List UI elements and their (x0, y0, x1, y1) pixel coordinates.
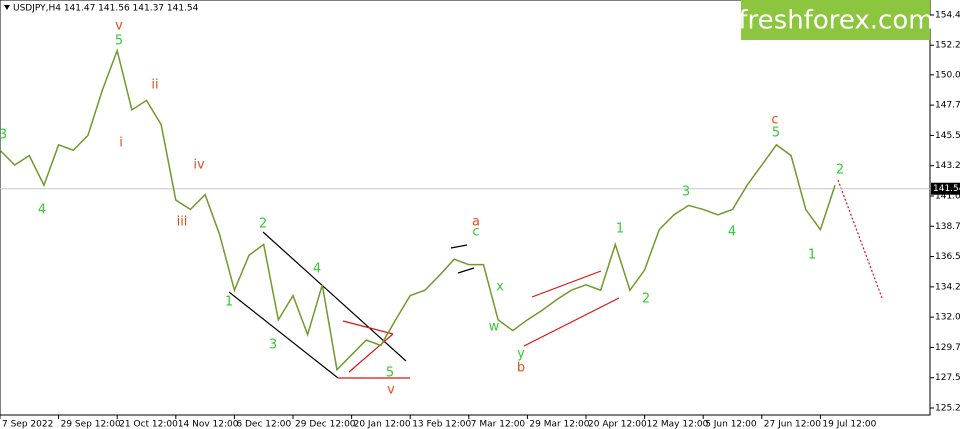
wave-label: v (115, 19, 123, 34)
wave-label: 2 (259, 217, 267, 232)
x-tick-label: 7 Mar 12:00 (471, 420, 526, 429)
wave-label: 3 (269, 338, 277, 353)
wave-label: b (517, 361, 525, 376)
y-tick-label: 125.25 (935, 404, 960, 414)
wave-label: a (472, 215, 480, 230)
y-tick-label: 134.25 (935, 282, 960, 292)
y-tick-label: 138.75 (935, 222, 960, 232)
wave-label: w (489, 320, 500, 335)
wave-label: 5 (115, 34, 123, 49)
x-tick-label: 20 Apr 12:00 (588, 420, 647, 429)
x-tick-label: 14 Nov 12:00 (178, 420, 239, 429)
wave-label: c (472, 225, 479, 240)
y-tick-label: 147.75 (935, 101, 960, 111)
wave-label: ii (151, 78, 158, 93)
y-tick-label: 129.75 (935, 343, 960, 353)
wave-label: iv (193, 158, 205, 173)
wave-label: c (771, 113, 778, 128)
y-tick-label: 143.25 (935, 161, 960, 171)
wave-label: 3 (682, 185, 690, 200)
y-tick-label: 132.00 (935, 313, 960, 323)
drawings (228, 231, 475, 379)
x-tick-label: 29 Dec 12:00 (295, 420, 356, 429)
y-tick-label: 152.20 (935, 41, 960, 51)
red-drawings (338, 179, 883, 379)
x-tick-label: 20 Jan 12:00 (354, 420, 411, 429)
wave-label: 4 (728, 225, 736, 240)
y-tick-label: 141.00 (935, 191, 960, 201)
x-tick-label: 13 Feb 12:00 (412, 420, 471, 429)
x-tick-label: 29 Mar 12:00 (529, 420, 589, 429)
x-tick-label: 21 Oct 12:00 (119, 420, 178, 429)
y-tick-label: 154.45 (935, 10, 960, 20)
x-tick-label: 7 Sep 2022 (2, 420, 53, 429)
wave-label: 1 (225, 295, 233, 310)
price-label: 141.54 (933, 184, 960, 194)
wave-label: y (517, 347, 525, 362)
wave-label: i (119, 136, 123, 151)
y-tick-label: 145.50 (935, 131, 960, 141)
price-series (0, 48, 836, 372)
wave-label: 3 (0, 128, 7, 143)
wave-label: 4 (38, 203, 46, 218)
wave-label: x (496, 280, 504, 295)
price-box (931, 182, 960, 195)
plot-frame (0, 0, 931, 416)
wave-label: 5 (772, 126, 780, 141)
x-tick-label: 19 Jul 12:00 (822, 420, 876, 429)
wave-label: v (387, 383, 395, 398)
symbol-icon (4, 5, 10, 10)
y-tick-label: 136.50 (935, 252, 960, 262)
x-tick-label: 27 Jun 12:00 (764, 420, 821, 429)
wave-label: 4 (313, 262, 321, 277)
symbol-header: USDJPY,H4 141.47 141.56 141.37 141.54 (13, 4, 199, 14)
wave-label: 1 (616, 222, 624, 237)
wave-label: 1 (808, 248, 816, 263)
wave-label: 2 (642, 292, 650, 307)
x-tick-label: 12 May 12:00 (647, 420, 709, 429)
y-tick-label: 150.00 (935, 70, 960, 80)
wave-label: iii (177, 215, 188, 230)
x-tick-label: 6 Dec 12:00 (236, 420, 291, 429)
logo-box (741, 0, 930, 40)
wave-label: 2 (836, 163, 844, 178)
x-tick-label: 29 Sep 12:00 (61, 420, 121, 429)
y-tick-label: 127.50 (935, 373, 960, 383)
wave-label: 5 (386, 366, 394, 381)
logo: freshforex.com (738, 6, 933, 36)
x-tick-label: 5 Jun 12:00 (705, 420, 757, 429)
